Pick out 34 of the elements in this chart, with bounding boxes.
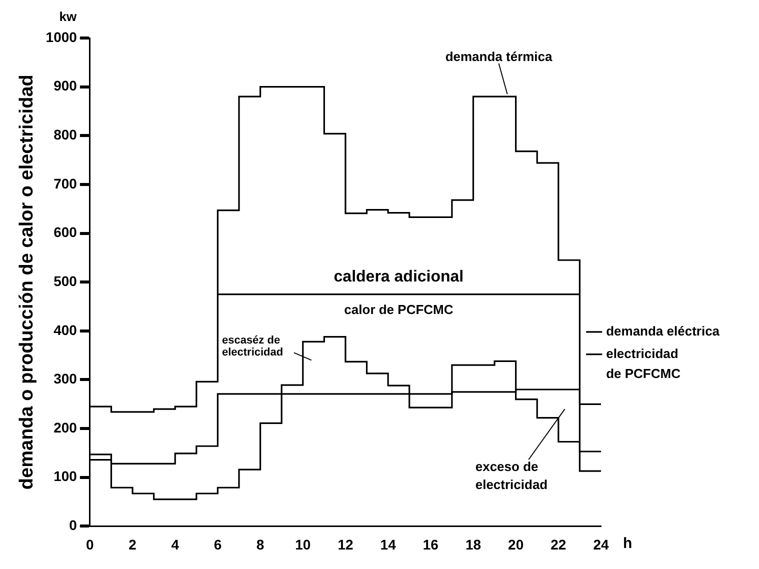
x-tick-label: 14: [380, 536, 396, 552]
annotation: caldera adicional: [334, 268, 464, 286]
x-tick-label: 16: [422, 536, 439, 552]
y-tick-label: 800: [54, 126, 78, 142]
x-tick-label: 6: [214, 536, 222, 552]
y-tick-label: 100: [54, 468, 78, 484]
x-tick-label: 24: [593, 536, 609, 552]
legend-label: demanda eléctrica: [606, 323, 720, 338]
legend-label: electricidad de PCFCMC: [606, 346, 682, 381]
text: kw: [59, 9, 78, 24]
x-tick-label: 12: [338, 536, 354, 552]
y-tick-label: 0: [69, 517, 78, 534]
x-tick-label: 20: [508, 536, 524, 552]
y-tick-label: 200: [54, 419, 78, 436]
y-tick-label: 300: [54, 370, 78, 387]
y-tick-label: 600: [54, 224, 78, 240]
annotation: escaséz de electricidad: [222, 334, 284, 359]
y-axis-title: demanda o producción de calor o electricidad: [16, 74, 38, 490]
y-tick-label: 400: [54, 322, 78, 338]
y-tick-label: 700: [54, 175, 78, 192]
x-tick-label: 2: [128, 536, 137, 552]
x-tick-label: 4: [171, 536, 180, 552]
x-tick-label: 0: [86, 536, 94, 552]
y-tick-label: 1000: [46, 28, 78, 45]
text: demanda térmica: [445, 49, 554, 64]
y-tick-label: 500: [54, 272, 78, 289]
x-tick-label: 10: [295, 536, 311, 552]
x-tick-label: 22: [550, 536, 566, 552]
x-axis-title: h: [623, 534, 632, 552]
x-tick-label: 18: [465, 536, 482, 552]
y-tick-label: 900: [54, 78, 78, 94]
annotation: exceso de electricidad: [475, 459, 548, 492]
series-label: calor de PCFCMC: [344, 302, 454, 317]
x-tick-label: 8: [256, 536, 264, 552]
